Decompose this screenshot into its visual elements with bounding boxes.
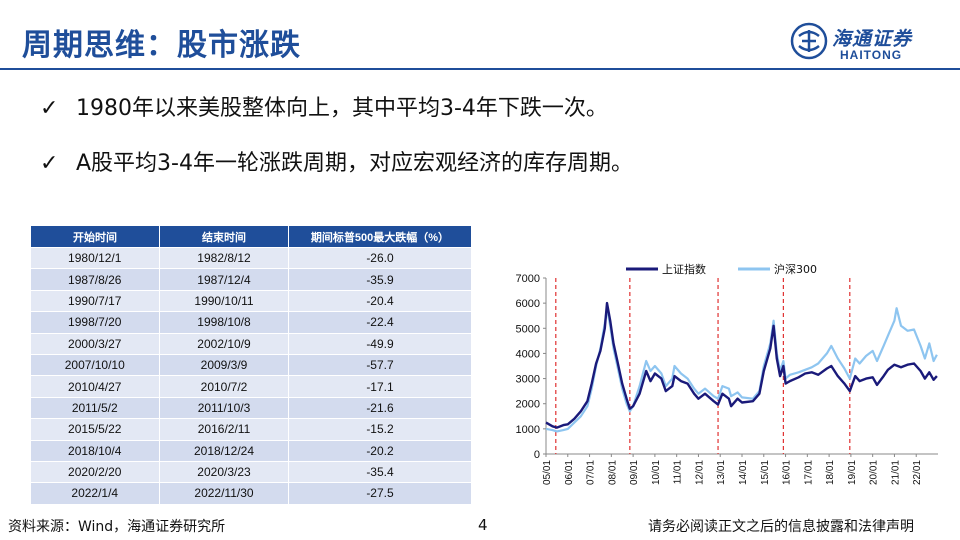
table-row: 1998/7/20 1998/10/8 -22.4 <box>30 311 472 334</box>
drawdown-cell: -21.6 <box>288 397 472 420</box>
x-tick-label: 18/01 <box>825 460 836 485</box>
table-row: 1987/8/26 1987/12/4 -35.9 <box>30 268 472 291</box>
start-date-cell: 2010/4/27 <box>30 375 160 398</box>
column-header-drawdown: 期间标普500最大跌幅（%） <box>288 225 472 248</box>
drawdown-cell: -20.2 <box>288 440 472 462</box>
table-row: 2020/2/20 2020/3/23 -35.4 <box>30 461 472 484</box>
title-divider <box>0 68 960 70</box>
legend-label: 沪深300 <box>774 262 817 276</box>
table-row: 1990/7/17 1990/10/11 -20.4 <box>30 290 472 313</box>
end-date-cell: 2009/3/9 <box>159 354 289 377</box>
x-tick-label: 19/01 <box>847 460 858 485</box>
drawdown-cell: -57.7 <box>288 354 472 377</box>
end-date-cell: 2022/11/30 <box>159 482 289 505</box>
series-line-shanghai-composite <box>545 301 938 429</box>
page-number: 4 <box>478 516 488 534</box>
table-row: 2011/5/2 2011/10/3 -21.6 <box>30 397 472 420</box>
drawdown-cell: -49.9 <box>288 333 472 355</box>
drawdown-cell: -20.4 <box>288 290 472 313</box>
bullet-text: A股平均3-4年一轮涨跌周期，对应宏观经济的库存周期。 <box>76 151 633 176</box>
y-tick-label: 5000 <box>516 323 540 335</box>
x-tick-label: 05/01 <box>542 460 553 485</box>
y-tick-label: 6000 <box>516 298 540 310</box>
logo-english-name: HAITONG <box>840 48 903 62</box>
y-tick-label: 3000 <box>516 374 540 386</box>
start-date-cell: 1980/12/1 <box>30 247 160 270</box>
x-tick-label: 09/01 <box>629 460 640 485</box>
end-date-cell: 2010/7/2 <box>159 375 289 398</box>
drawdown-cell: -35.4 <box>288 461 472 484</box>
end-date-cell: 2020/3/23 <box>159 461 289 484</box>
index-line-chart: 0 1000 2000 3000 4000 5000 6000 7000 05/01 06/01 0… <box>516 262 938 485</box>
drawdown-cell: -17.1 <box>288 375 472 398</box>
table-row: 2015/5/22 2016/2/11 -15.2 <box>30 418 472 441</box>
end-date-cell: 1982/8/12 <box>159 247 289 270</box>
start-date-cell: 2018/10/4 <box>30 440 160 462</box>
x-tick-label: 06/01 <box>564 460 575 485</box>
x-tick-label: 07/01 <box>586 460 597 485</box>
y-tick-label: 0 <box>534 449 540 461</box>
end-date-cell: 1990/10/11 <box>159 290 289 313</box>
table-row: 2018/10/4 2018/12/24 -20.2 <box>30 440 472 462</box>
end-date-cell: 1998/10/8 <box>159 311 289 334</box>
page-title: 周期思维：股市涨跌 <box>22 28 301 63</box>
x-tick-label: 11/01 <box>673 460 684 485</box>
table-row: 2007/10/10 2009/3/9 -57.7 <box>30 354 472 377</box>
bullet-text: 1980年以来美股整体向上，其中平均3-4年下跌一次。 <box>76 96 608 121</box>
drawdown-table: 开始时间 结束时间 期间标普500最大跌幅（%） 1980/12/1 1982/8… <box>30 225 472 505</box>
drawdown-cell: -35.9 <box>288 268 472 291</box>
x-tick-label: 10/01 <box>651 460 662 485</box>
end-date-cell: 2018/12/24 <box>159 440 289 462</box>
table-row: 1980/12/1 1982/8/12 -26.0 <box>30 247 472 270</box>
checkmark-icon: ✓ <box>40 151 59 176</box>
drawdown-cell: -27.5 <box>288 482 472 505</box>
x-tick-label: 12/01 <box>694 460 705 485</box>
drawdown-cell: -15.2 <box>288 418 472 441</box>
logo-chinese-name: 海通证券 <box>832 28 913 50</box>
table-row: 2022/1/4 2022/11/30 -27.5 <box>30 482 472 505</box>
table-header-row: 开始时间 结束时间 期间标普500最大跌幅（%） <box>30 225 472 248</box>
bullet-item: ✓ 1980年以来美股整体向上，其中平均3-4年下跌一次。 <box>40 90 608 122</box>
x-tick-label: 17/01 <box>803 460 814 485</box>
end-date-cell: 2016/2/11 <box>159 418 289 441</box>
start-date-cell: 2011/5/2 <box>30 397 160 420</box>
start-date-cell: 2020/2/20 <box>30 461 160 484</box>
column-header-start: 开始时间 <box>30 225 160 248</box>
y-tick-label: 7000 <box>516 273 540 285</box>
column-header-end: 结束时间 <box>159 225 289 248</box>
table-row: 2010/4/27 2010/7/2 -17.1 <box>30 375 472 398</box>
start-date-cell: 1998/7/20 <box>30 311 160 334</box>
end-date-cell: 2011/10/3 <box>159 397 289 420</box>
x-tick-label: 08/01 <box>607 460 618 485</box>
haitong-logo-icon <box>790 22 828 60</box>
table-body: 1980/12/1 1982/8/12 -26.0 1987/8/26 1987/12/… <box>30 247 472 505</box>
source-note: 资料来源：Wind，海通证券研究所 <box>8 519 226 535</box>
start-date-cell: 1987/8/26 <box>30 268 160 291</box>
drawdown-cell: -22.4 <box>288 311 472 334</box>
x-tick-label: 14/01 <box>738 460 749 485</box>
y-tick-label: 2000 <box>516 399 540 411</box>
start-date-cell: 2022/1/4 <box>30 482 160 505</box>
start-date-cell: 2007/10/10 <box>30 354 160 377</box>
y-tick-label: 1000 <box>516 424 540 436</box>
x-tick-label: 15/01 <box>760 460 771 485</box>
start-date-cell: 2000/3/27 <box>30 333 160 355</box>
y-tick-label: 4000 <box>516 348 540 360</box>
x-tick-label: 20/01 <box>869 460 880 485</box>
company-logo: 海通证券 HAITONG <box>790 22 930 66</box>
bullet-item: ✓ A股平均3-4年一轮涨跌周期，对应宏观经济的库存周期。 <box>40 145 633 177</box>
end-date-cell: 2002/10/9 <box>159 333 289 355</box>
legal-disclaimer: 请务必阅读正文之后的信息披露和法律声明 <box>648 519 914 535</box>
checkmark-icon: ✓ <box>40 96 59 121</box>
start-date-cell: 1990/7/17 <box>30 290 160 313</box>
end-date-cell: 1987/12/4 <box>159 268 289 291</box>
x-tick-label: 16/01 <box>782 460 793 485</box>
x-tick-label: 13/01 <box>716 460 727 485</box>
start-date-cell: 2015/5/22 <box>30 418 160 441</box>
table-row: 2000/3/27 2002/10/9 -49.9 <box>30 333 472 355</box>
legend-label: 上证指数 <box>662 262 706 276</box>
drawdown-cell: -26.0 <box>288 247 472 270</box>
x-tick-label: 21/01 <box>890 460 901 485</box>
x-tick-label: 22/01 <box>912 460 923 485</box>
